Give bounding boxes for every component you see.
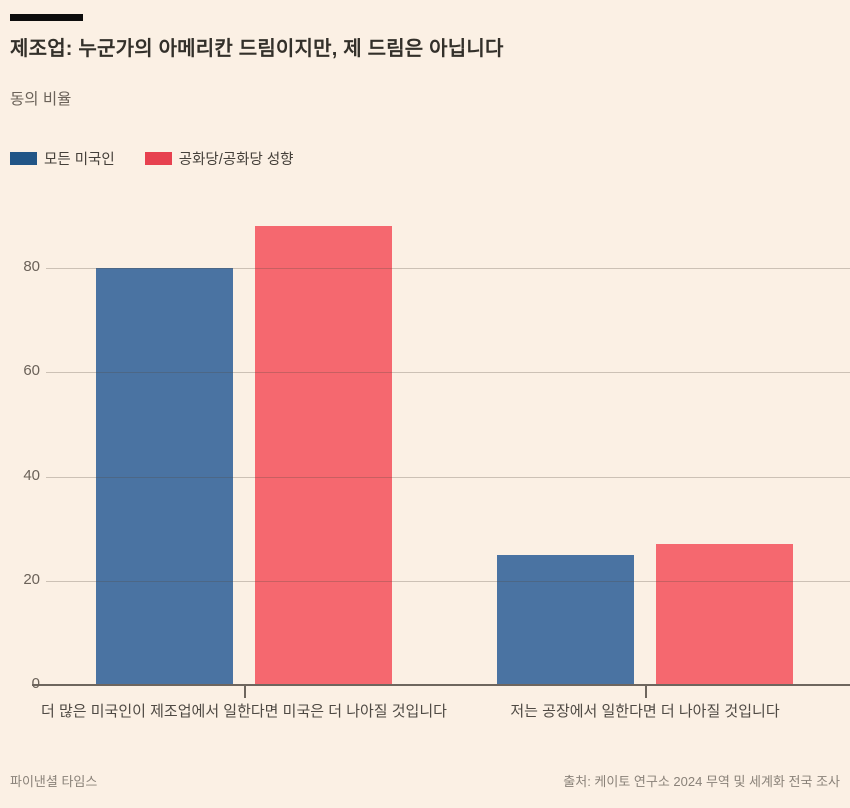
bar-republicans-group1 [255, 226, 392, 685]
gridline-60 [46, 372, 850, 374]
gridline-40 [46, 476, 850, 478]
y-tick-label-0: 0 [31, 675, 40, 692]
legend-swatch-blue [10, 152, 37, 165]
category-label-group2: 저는 공장에서 일한다면 더 나아질 것입니다 [510, 703, 780, 720]
legend-label-all-americans: 모든 미국인 [44, 152, 115, 168]
x-axis-line [32, 684, 850, 686]
y-axis-label: 동의 비율 [10, 91, 72, 108]
y-tick-label-80: 80 [23, 258, 40, 275]
category-label-group1: 더 많은 미국인이 제조업에서 일한다면 미국은 더 나아질 것입니다 [41, 703, 447, 720]
source-note: 출처: 케이토 연구소 2024 무역 및 세계화 전국 조사 [563, 774, 840, 789]
footer: 파이낸셜 타임스 출처: 케이토 연구소 2024 무역 및 세계화 전국 조사 [10, 771, 840, 790]
x-tick-group2 [645, 685, 647, 698]
y-tick-label-40: 40 [23, 466, 40, 484]
legend: 모든 미국인 공화당/공화당 성향 [10, 148, 294, 169]
gridline-80 [46, 268, 850, 269]
bar-republicans-group2 [656, 544, 793, 685]
legend-label-republicans: 공화당/공화당 성향 [178, 152, 294, 168]
bar-all-americans-group2 [497, 554, 634, 685]
y-tick-label-20: 20 [23, 570, 40, 588]
bar-all-americans-group1 [96, 268, 233, 685]
y-tick-label-60: 60 [23, 362, 40, 380]
gridline-20 [46, 580, 850, 582]
chart-title: 제조업: 누군가의 아메리칸 드림이지만, 제 드림은 아닙니다 [10, 38, 504, 60]
legend-swatch-red [144, 152, 172, 165]
x-tick-group1 [244, 685, 246, 698]
top-rule [10, 14, 83, 21]
legend-item-republicans: 공화당/공화당 성향 [144, 148, 294, 169]
publisher-credit: 파이낸셜 타임스 [10, 774, 98, 789]
legend-item-all-americans: 모든 미국인 [10, 148, 115, 169]
